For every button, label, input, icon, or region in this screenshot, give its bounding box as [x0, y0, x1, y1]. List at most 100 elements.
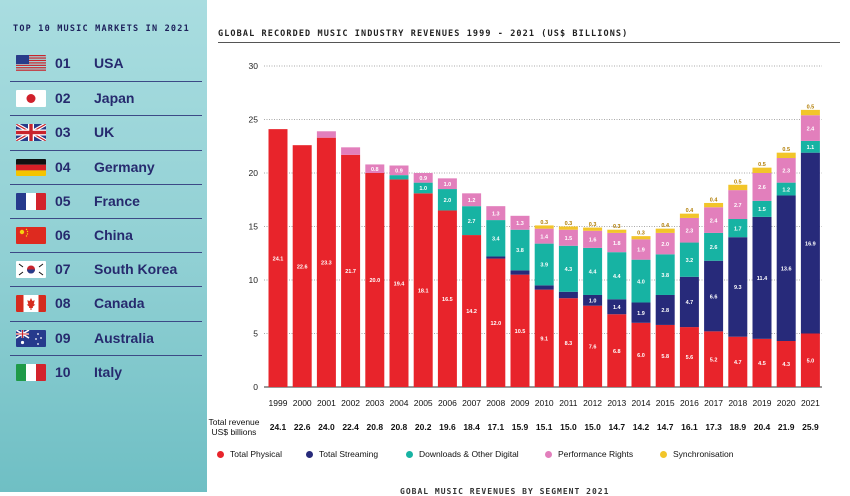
market-country: South Korea — [94, 261, 178, 278]
data-label: 14.2 — [466, 309, 477, 315]
data-label: 10.5 — [515, 329, 526, 335]
x-tick-label: 2002 — [341, 398, 360, 408]
bar-segment — [510, 215, 530, 230]
south-korea-flag-icon — [16, 261, 46, 279]
data-label: 2.8 — [661, 308, 669, 314]
market-row: 08 Canada — [10, 286, 202, 319]
legend-dot-icon — [217, 451, 224, 458]
data-label: 1.1 — [807, 145, 815, 151]
data-label: 1.9 — [637, 311, 645, 317]
x-tick-label: 2011 — [559, 398, 578, 408]
data-label: 1.9 — [637, 248, 645, 254]
data-label: 1.4 — [540, 234, 549, 240]
data-label: 2.4 — [710, 218, 719, 224]
bar-segment — [607, 252, 627, 300]
bar-segment — [631, 302, 651, 323]
data-label: 2.7 — [468, 219, 476, 225]
x-tick-label: 2005 — [414, 398, 433, 408]
total-value: 18.9 — [730, 422, 747, 432]
data-label: 16.9 — [805, 241, 816, 247]
legend-label: Synchronisation — [673, 449, 734, 459]
data-label: 23.3 — [321, 261, 332, 267]
data-label: 1.8 — [613, 241, 621, 247]
x-tick-label: 2017 — [704, 398, 723, 408]
chart-title: GLOBAL RECORDED MUSIC INDUSTRY REVENUES … — [218, 29, 629, 39]
data-label: 1.0 — [444, 182, 452, 188]
bar-segment — [268, 129, 288, 387]
x-tick-label: 2007 — [462, 398, 481, 408]
market-row: 04 Germany — [10, 149, 202, 183]
data-label: 19.4 — [394, 281, 406, 287]
market-row: 06 China — [10, 218, 202, 251]
bar-segment — [679, 217, 699, 243]
bar-segment — [679, 242, 699, 277]
market-rank: 02 — [55, 90, 71, 107]
total-value: 21.9 — [778, 422, 795, 432]
data-label: 6.6 — [710, 294, 718, 300]
bar-segment — [462, 235, 482, 387]
data-label: 1.0 — [589, 299, 597, 305]
market-country: UK — [94, 124, 115, 141]
bar-segment — [607, 314, 627, 387]
bar-segment — [679, 327, 699, 387]
market-country: Canada — [94, 295, 145, 312]
legend-item: Downloads & Other Digital — [406, 449, 519, 459]
x-tick-label: 2003 — [365, 398, 384, 408]
bar-segment — [534, 228, 554, 244]
bar-segment — [389, 165, 409, 176]
bar-segment — [510, 229, 530, 271]
bar-segment — [510, 270, 530, 275]
bar-segment — [631, 259, 651, 303]
data-label: 3.9 — [540, 263, 548, 269]
market-rank: 01 — [55, 55, 71, 71]
x-tick-label: 2010 — [535, 398, 554, 408]
legend-dot-icon — [660, 451, 667, 458]
data-label: 9.1 — [540, 337, 548, 343]
total-value: 22.6 — [294, 422, 311, 432]
bar-segment — [631, 236, 651, 240]
market-rank: 06 — [55, 227, 71, 243]
bar-segment — [486, 220, 506, 257]
data-label: 0.5 — [782, 147, 790, 153]
legend-item: Synchronisation — [660, 449, 733, 459]
data-label: 3.8 — [516, 248, 524, 254]
data-label: 0.5 — [734, 179, 742, 185]
bar-segment — [704, 202, 724, 208]
market-row: 07 South Korea — [10, 252, 202, 285]
data-label: 4.7 — [734, 360, 742, 366]
bar-segment — [365, 164, 385, 173]
legend-dot-icon — [406, 451, 413, 458]
data-label: 24.1 — [273, 256, 284, 262]
total-value: 22.4 — [342, 422, 359, 432]
total-value: 15.0 — [584, 422, 601, 432]
bar-segment — [752, 216, 772, 339]
data-label: 18.1 — [418, 288, 429, 294]
market-row: 10 Italy — [10, 354, 202, 388]
bar-segment — [776, 158, 796, 183]
data-label: 3.4 — [492, 236, 501, 242]
data-label: 1.5 — [758, 207, 766, 213]
data-label: 3.8 — [661, 273, 669, 279]
legend-item: Total Physical — [217, 449, 282, 459]
market-country: USA — [94, 55, 124, 71]
data-label: 2.3 — [782, 169, 790, 175]
market-country: Germany — [94, 158, 155, 175]
market-rank: 10 — [55, 363, 71, 380]
legend-dot-icon — [306, 451, 313, 458]
data-label: 0.5 — [807, 104, 815, 110]
data-label: 12.0 — [490, 321, 501, 327]
data-label: 0.6 — [323, 126, 331, 132]
data-label: 0.4 — [661, 223, 670, 229]
total-value: 15.1 — [536, 422, 553, 432]
bar-segment — [510, 274, 530, 387]
bar-segment — [776, 340, 796, 387]
data-label: 16.5 — [442, 297, 453, 303]
market-rank: 07 — [55, 261, 71, 278]
data-label: 20.0 — [369, 278, 380, 284]
data-label: 1.3 — [492, 211, 500, 217]
bar-segment — [558, 291, 578, 299]
x-tick-label: 2021 — [801, 398, 820, 408]
data-label: 4.0 — [637, 279, 645, 285]
data-label: 2.3 — [686, 228, 694, 234]
data-label: 4.7 — [686, 300, 694, 306]
